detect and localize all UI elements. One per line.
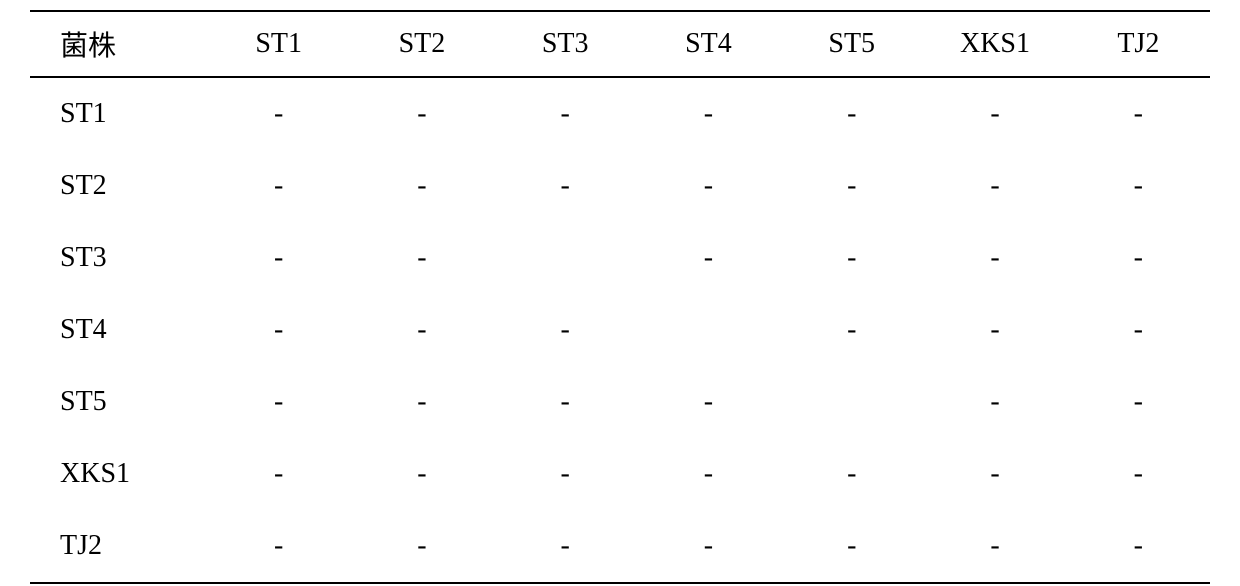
cell: - bbox=[1067, 366, 1210, 438]
row-label: ST5 bbox=[30, 366, 207, 438]
cell: - bbox=[207, 438, 350, 510]
cell: - bbox=[1067, 77, 1210, 150]
cell: - bbox=[637, 222, 780, 294]
cell: - bbox=[1067, 150, 1210, 222]
cell: - bbox=[923, 222, 1066, 294]
cell: - bbox=[350, 222, 493, 294]
row-label: ST4 bbox=[30, 294, 207, 366]
cell: - bbox=[350, 77, 493, 150]
cell: - bbox=[637, 510, 780, 583]
header-label: 菌株 bbox=[30, 11, 207, 77]
cell: - bbox=[350, 366, 493, 438]
cell: - bbox=[207, 366, 350, 438]
cell bbox=[780, 366, 923, 438]
row-label: TJ2 bbox=[30, 510, 207, 583]
table-row: ST1 - - - - - - - bbox=[30, 77, 1210, 150]
cell: - bbox=[923, 294, 1066, 366]
row-label: ST2 bbox=[30, 150, 207, 222]
cell: - bbox=[207, 510, 350, 583]
cell: - bbox=[207, 150, 350, 222]
cell: - bbox=[207, 77, 350, 150]
cell: - bbox=[923, 150, 1066, 222]
cell: - bbox=[1067, 438, 1210, 510]
cell: - bbox=[207, 222, 350, 294]
cell: - bbox=[923, 77, 1066, 150]
table-head: 菌株 ST1 ST2 ST3 ST4 ST5 XKS1 TJ2 bbox=[30, 11, 1210, 77]
cell: - bbox=[780, 77, 923, 150]
table-container: 菌株 ST1 ST2 ST3 ST4 ST5 XKS1 TJ2 ST1 - - … bbox=[0, 0, 1240, 584]
table-row: XKS1 - - - - - - - bbox=[30, 438, 1210, 510]
col-header: ST1 bbox=[207, 11, 350, 77]
cell: - bbox=[350, 294, 493, 366]
cell: - bbox=[494, 438, 637, 510]
table-row: ST3 - - - - - - bbox=[30, 222, 1210, 294]
col-header: ST2 bbox=[350, 11, 493, 77]
cell: - bbox=[780, 438, 923, 510]
cell: - bbox=[923, 510, 1066, 583]
row-label: ST3 bbox=[30, 222, 207, 294]
cell: - bbox=[780, 150, 923, 222]
cell: - bbox=[1067, 222, 1210, 294]
cell: - bbox=[494, 366, 637, 438]
cell: - bbox=[637, 438, 780, 510]
col-header: ST4 bbox=[637, 11, 780, 77]
table-row: ST5 - - - - - - bbox=[30, 366, 1210, 438]
cell: - bbox=[1067, 294, 1210, 366]
col-header: TJ2 bbox=[1067, 11, 1210, 77]
cell: - bbox=[494, 294, 637, 366]
cell: - bbox=[494, 510, 637, 583]
table-row: ST2 - - - - - - - bbox=[30, 150, 1210, 222]
cell: - bbox=[923, 438, 1066, 510]
row-label: XKS1 bbox=[30, 438, 207, 510]
col-header: ST5 bbox=[780, 11, 923, 77]
cell: - bbox=[923, 366, 1066, 438]
cell: - bbox=[637, 366, 780, 438]
cell: - bbox=[780, 510, 923, 583]
cell: - bbox=[350, 150, 493, 222]
table-body: ST1 - - - - - - - ST2 - - - - - - - ST3 bbox=[30, 77, 1210, 583]
cell: - bbox=[207, 294, 350, 366]
strain-matrix-table: 菌株 ST1 ST2 ST3 ST4 ST5 XKS1 TJ2 ST1 - - … bbox=[30, 10, 1210, 584]
cell: - bbox=[350, 438, 493, 510]
cell: - bbox=[494, 77, 637, 150]
cell: - bbox=[637, 150, 780, 222]
col-header: ST3 bbox=[494, 11, 637, 77]
cell: - bbox=[1067, 510, 1210, 583]
cell: - bbox=[780, 222, 923, 294]
cell bbox=[494, 222, 637, 294]
header-row: 菌株 ST1 ST2 ST3 ST4 ST5 XKS1 TJ2 bbox=[30, 11, 1210, 77]
cell: - bbox=[637, 77, 780, 150]
row-label: ST1 bbox=[30, 77, 207, 150]
cell: - bbox=[780, 294, 923, 366]
col-header: XKS1 bbox=[923, 11, 1066, 77]
cell: - bbox=[494, 150, 637, 222]
table-row: TJ2 - - - - - - - bbox=[30, 510, 1210, 583]
cell bbox=[637, 294, 780, 366]
table-row: ST4 - - - - - - bbox=[30, 294, 1210, 366]
cell: - bbox=[350, 510, 493, 583]
